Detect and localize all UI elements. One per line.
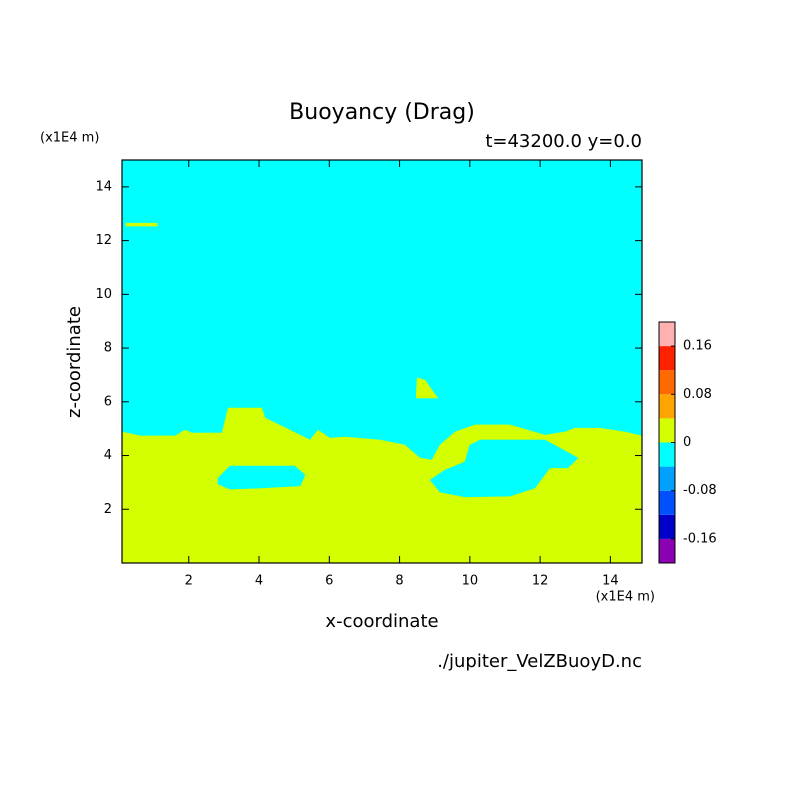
colorbar-tick-label: -0.16 [683,531,717,546]
x-tick-label: 10 [462,574,479,589]
contour-region [415,377,439,399]
x-tick-label: 2 [185,574,193,589]
x-tick-label: 8 [395,574,403,589]
y-tick-label: 10 [95,287,112,302]
y-axis-label: z-coordinate [64,306,85,418]
contour-region [429,439,579,498]
colorbar-tick-label: 0.08 [683,387,712,402]
colorbar-box [659,394,675,419]
x-tick-label: 6 [325,574,333,589]
y-tick-label: 2 [104,502,112,517]
colorbar-tick-label: 0.16 [683,339,712,354]
colorbar-box [659,442,675,467]
x-tick-label: 12 [532,574,549,589]
y-tick-label: 4 [104,448,112,463]
colorbar-tick-label: -0.08 [683,483,717,498]
colorbar-tick-label: 0 [683,435,691,450]
colorbar-box [659,466,675,491]
y-tick-label: 12 [95,233,112,248]
source-label: ./jupiter_VelZBuoyD.nc [437,651,642,672]
plot-area [121,159,643,564]
colorbar-box [659,538,675,563]
chart-subtitle: t=43200.0 y=0.0 [485,131,642,152]
chart-title: Buoyancy (Drag) [289,100,475,125]
x-axis-label: x-coordinate [325,611,438,632]
y-tick-label: 6 [104,394,112,409]
x-tick-label: 14 [602,574,619,589]
y-tick-label: 14 [95,179,112,194]
colorbar-box [659,346,675,371]
contour-region [125,222,158,227]
plot-frame [121,159,643,564]
colorbar-box [659,322,675,347]
contour-region [217,465,306,490]
x-tick-label: 4 [255,574,263,589]
colorbar-box [659,490,675,515]
y-tick-label: 8 [104,341,112,356]
colorbar-box [659,514,675,539]
colorbar-box [659,370,675,395]
colorbar-box [659,418,675,443]
x-unit: (x1E4 m) [596,590,655,605]
y-unit: (x1E4 m) [40,131,99,146]
